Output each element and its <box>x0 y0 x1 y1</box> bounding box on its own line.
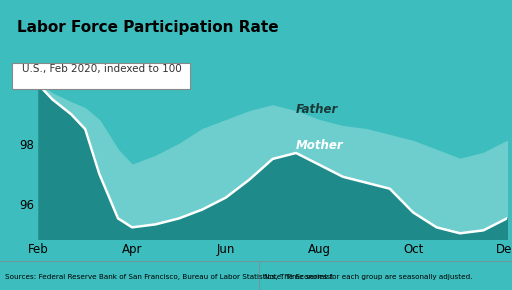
Text: U.S., Feb 2020, indexed to 100: U.S., Feb 2020, indexed to 100 <box>23 64 182 74</box>
FancyBboxPatch shape <box>12 63 190 89</box>
Text: Sources: Federal Reserve Bank of San Francisco, Bureau of Labor Statistics, The : Sources: Federal Reserve Bank of San Fra… <box>5 274 333 280</box>
Text: Father: Father <box>296 103 338 116</box>
Text: Labor Force Participation Rate: Labor Force Participation Rate <box>16 20 278 35</box>
Text: U.S., Feb 2020, indexed to 100: U.S., Feb 2020, indexed to 100 <box>16 68 176 78</box>
Text: Mother: Mother <box>296 139 344 151</box>
Text: Note: Time series for each group are seasonally adjusted.: Note: Time series for each group are sea… <box>264 274 472 280</box>
